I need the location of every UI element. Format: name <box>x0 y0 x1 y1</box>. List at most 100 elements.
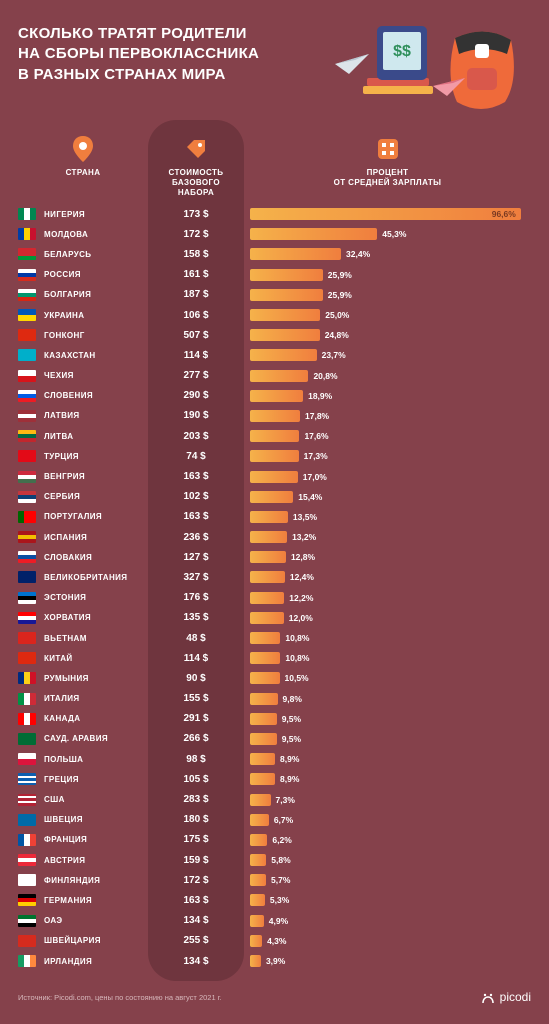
bar-wrap: 12,2% <box>250 592 531 604</box>
table-row: США283 $7,3% <box>18 789 531 809</box>
cost-value: 277 $ <box>148 370 244 381</box>
pct-label: 5,7% <box>271 874 290 886</box>
bar-wrap: 10,8% <box>250 632 531 644</box>
pct-label: 10,5% <box>285 672 309 684</box>
country-name: РУМЫНИЯ <box>44 674 148 683</box>
table-row: БОЛГАРИЯ187 $25,9% <box>18 285 531 305</box>
cost-value: 180 $ <box>148 814 244 825</box>
table-row: СЛОВАКИЯ127 $12,8% <box>18 547 531 567</box>
col-label-country: СТРАНА <box>66 168 101 178</box>
pct-label: 9,5% <box>282 713 301 725</box>
cost-value: 163 $ <box>148 471 244 482</box>
bar <box>250 773 275 785</box>
bar-wrap: 5,8% <box>250 854 531 866</box>
country-name: ОАЭ <box>44 916 148 925</box>
pct-label: 9,5% <box>282 733 301 745</box>
pct-label: 17,8% <box>305 410 329 422</box>
flag-icon <box>18 693 36 705</box>
bar-wrap: 4,9% <box>250 915 531 927</box>
bar <box>250 471 298 483</box>
bar-wrap: 20,8% <box>250 370 531 382</box>
flag-icon <box>18 208 36 220</box>
bar-wrap: 9,8% <box>250 693 531 705</box>
pct-label: 13,2% <box>292 531 316 543</box>
svg-text:$$: $$ <box>393 43 411 60</box>
cost-value: 507 $ <box>148 330 244 341</box>
table-row: КАЗАХСТАН114 $23,7% <box>18 345 531 365</box>
bar-wrap: 24,8% <box>250 329 531 341</box>
cost-value: 172 $ <box>148 875 244 886</box>
bar <box>250 390 303 402</box>
country-name: ШВЕЙЦАРИЯ <box>44 936 148 945</box>
table-row: ИТАЛИЯ155 $9,8% <box>18 689 531 709</box>
table-row: ФИНЛЯНДИЯ172 $5,7% <box>18 870 531 890</box>
pct-label: 12,0% <box>289 612 313 624</box>
bar <box>250 814 269 826</box>
cost-value: 236 $ <box>148 532 244 543</box>
table-row: ВЬЕТНАМ48 $10,8% <box>18 628 531 648</box>
table-row: БЕЛАРУСЬ158 $32,4% <box>18 244 531 264</box>
country-name: США <box>44 795 148 804</box>
country-name: ЭСТОНИЯ <box>44 593 148 602</box>
flag-icon <box>18 874 36 886</box>
country-name: ЛАТВИЯ <box>44 411 148 420</box>
bar <box>250 208 521 220</box>
pct-label: 10,8% <box>285 652 309 664</box>
pct-label: 8,9% <box>280 773 299 785</box>
bar <box>250 794 271 806</box>
bar <box>250 430 299 442</box>
country-name: МОЛДОВА <box>44 230 148 239</box>
cost-value: 127 $ <box>148 552 244 563</box>
country-name: ПОРТУГАЛИЯ <box>44 512 148 521</box>
bar-wrap: 6,2% <box>250 834 531 846</box>
pct-label: 20,8% <box>313 370 337 382</box>
cost-value: 255 $ <box>148 935 244 946</box>
bar-wrap: 12,0% <box>250 612 531 624</box>
pct-label: 45,3% <box>382 228 406 240</box>
flag-icon <box>18 713 36 725</box>
flag-icon <box>18 289 36 301</box>
bar <box>250 269 323 281</box>
flag-icon <box>18 430 36 442</box>
bar-wrap: 4,3% <box>250 935 531 947</box>
flag-icon <box>18 531 36 543</box>
bar-wrap: 23,7% <box>250 349 531 361</box>
table-row: ШВЕЙЦАРИЯ255 $ 4,3% <box>18 931 531 951</box>
flag-icon <box>18 269 36 281</box>
pct-label: 6,2% <box>272 834 291 846</box>
flag-icon <box>18 632 36 644</box>
country-name: КАНАДА <box>44 714 148 723</box>
table-row: МОЛДОВА172 $45,3% <box>18 224 531 244</box>
table-row: КАНАДА291 $9,5% <box>18 709 531 729</box>
flag-icon <box>18 612 36 624</box>
bar <box>250 713 277 725</box>
pct-label: 17,0% <box>303 471 327 483</box>
flag-icon <box>18 672 36 684</box>
cost-value: 161 $ <box>148 269 244 280</box>
pct-label: 4,9% <box>269 915 288 927</box>
flag-icon <box>18 349 36 361</box>
table-row: ШВЕЦИЯ180 $6,7% <box>18 810 531 830</box>
flag-icon <box>18 652 36 664</box>
bar-wrap: 96,6% <box>250 208 531 220</box>
bar-wrap: 45,3% <box>250 228 531 240</box>
cost-value: 176 $ <box>148 592 244 603</box>
cost-value: 48 $ <box>148 633 244 644</box>
country-name: ИРЛАНДИЯ <box>44 957 148 966</box>
country-name: АВСТРИЯ <box>44 856 148 865</box>
infographic-page: СКОЛЬКО ТРАТЯТ РОДИТЕЛИ НА СБОРЫ ПЕРВОКЛ… <box>0 0 549 1019</box>
data-rows: НИГЕРИЯ173 $96,6%МОЛДОВА172 $45,3%БЕЛАРУ… <box>18 204 531 971</box>
cost-value: 102 $ <box>148 491 244 502</box>
table-row: ХОРВАТИЯ135 $12,0% <box>18 608 531 628</box>
table-row: АВСТРИЯ159 $5,8% <box>18 850 531 870</box>
col-label-cost: СТОИМОСТЬ БАЗОВОГО НАБОРА <box>169 168 224 198</box>
flag-icon <box>18 733 36 745</box>
table-row: ФРАНЦИЯ175 $6,2% <box>18 830 531 850</box>
pct-label: 12,8% <box>291 551 315 563</box>
pct-label: 25,9% <box>328 269 352 281</box>
header-illustration: $$ <box>305 8 535 118</box>
country-name: ВЕНГРИЯ <box>44 472 148 481</box>
country-name: БОЛГАРИЯ <box>44 290 148 299</box>
table-row: ГОНКОНГ507 $24,8% <box>18 325 531 345</box>
col-header-country: СТРАНА <box>18 136 148 198</box>
